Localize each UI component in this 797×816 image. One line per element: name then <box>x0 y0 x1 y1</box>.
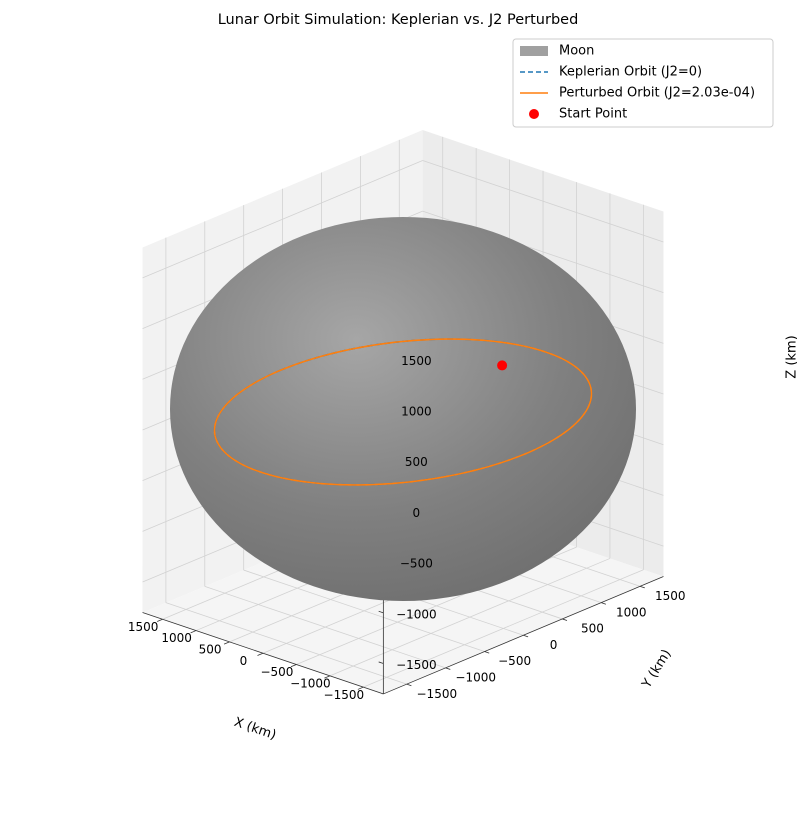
x-tick-label: 1000 <box>161 631 192 645</box>
start-point-marker <box>497 360 507 370</box>
z-tick-label: −1500 <box>396 658 437 672</box>
x-tick <box>258 653 263 655</box>
y-tick-label: 500 <box>581 622 604 636</box>
z-axis-title: Z (km) <box>785 335 797 378</box>
legend-box <box>513 39 773 127</box>
y-tick <box>640 586 645 588</box>
x-tick-label: 0 <box>240 654 248 668</box>
legend-moon-swatch <box>520 46 548 56</box>
z-tick-label: 500 <box>405 455 428 469</box>
chart-title: Lunar Orbit Simulation: Keplerian vs. J2… <box>218 12 579 28</box>
x-tick-label: −1000 <box>290 676 331 690</box>
y-tick-label: −1500 <box>417 687 458 701</box>
y-tick <box>601 603 606 605</box>
z-tick-label: 0 <box>413 506 421 520</box>
legend-entry-label: Keplerian Orbit (J2=0) <box>559 65 702 80</box>
x-tick-label: 1500 <box>128 620 159 634</box>
y-tick-label: 1000 <box>616 605 647 619</box>
y-tick <box>407 684 412 686</box>
z-tick-label: 1000 <box>401 405 432 419</box>
legend-entry-label: Perturbed Orbit (J2=2.03e-04) <box>559 86 755 101</box>
y-tick <box>562 619 567 621</box>
y-tick-label: 1500 <box>655 589 686 603</box>
y-tick-label: −1000 <box>455 671 496 685</box>
y-axis-title: Y (km) <box>639 647 675 692</box>
y-tick-label: −500 <box>498 654 531 668</box>
y-tick <box>523 635 528 637</box>
z-tick-label: −1000 <box>396 607 437 621</box>
y-tick <box>446 668 451 670</box>
legend-start-swatch <box>529 109 539 119</box>
y-tick <box>485 652 490 654</box>
x-tick-label: 500 <box>199 643 222 657</box>
z-tick-label: 1500 <box>401 354 432 368</box>
x-tick-label: −500 <box>260 665 293 679</box>
legend: Moon Keplerian Orbit (J2=0) Perturbed Orbi… <box>513 39 773 127</box>
legend-entry-label: Start Point <box>559 107 627 122</box>
z-tick-label: −500 <box>400 557 433 571</box>
legend-entry-label: Moon <box>559 44 594 59</box>
x-tick <box>224 642 229 644</box>
y-tick-label: 0 <box>550 638 558 652</box>
x-axis-title: X (km) <box>232 715 278 743</box>
